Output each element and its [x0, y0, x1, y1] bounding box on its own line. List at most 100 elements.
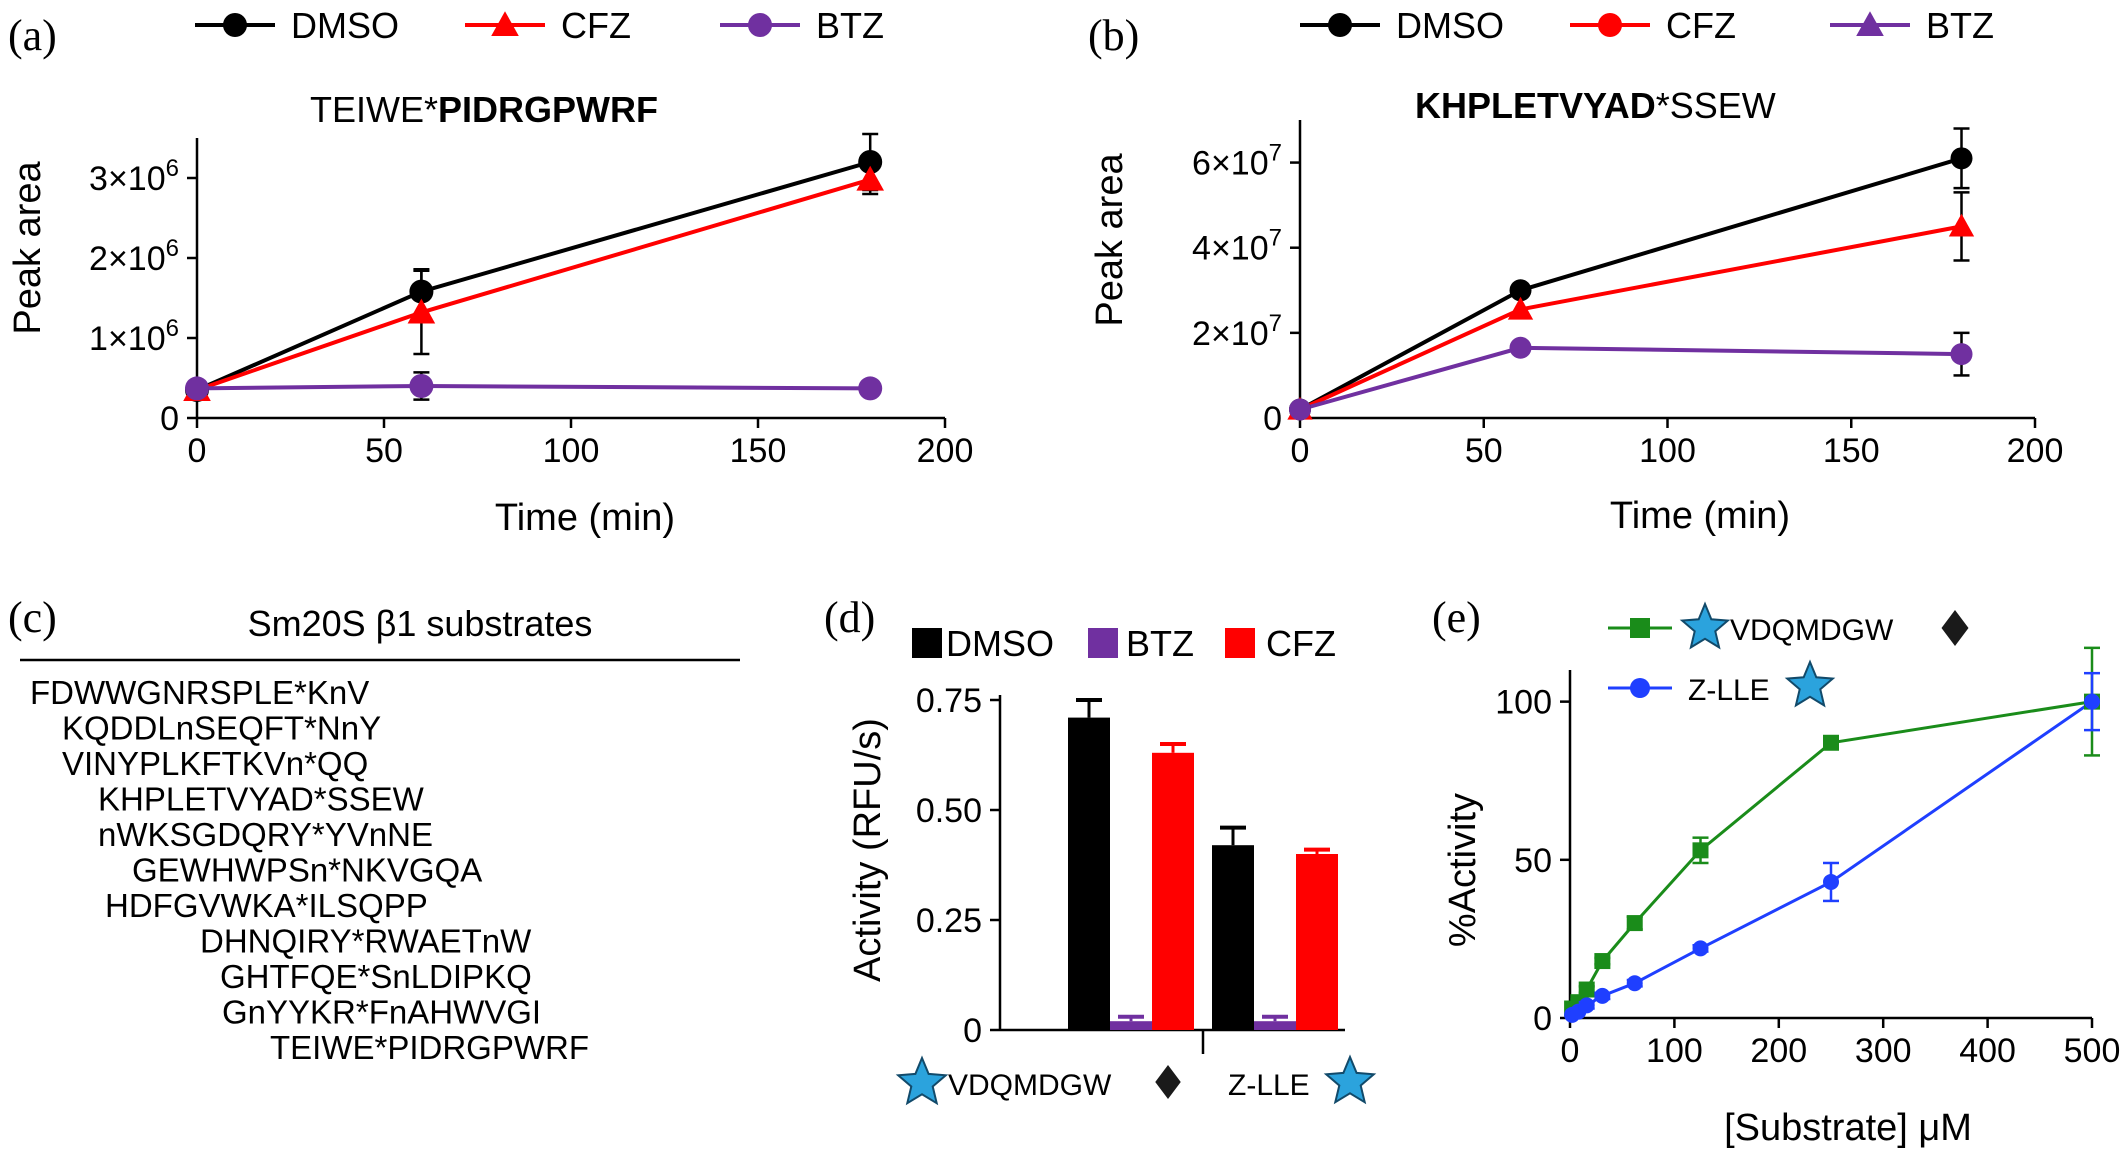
panel-b: (b) DMSO CFZ BTZ KHPLETVYAD*SSEW Peak area…: [1088, 5, 2063, 537]
a-y-tick-mantissa: 2×10: [89, 240, 166, 278]
d-legend-label-cfz: CFZ: [1266, 623, 1336, 664]
b-series-btz-point: [1509, 336, 1532, 359]
substrate-row: KQDDLnSEQFT*NnY: [62, 710, 381, 747]
substrate-row: GEWHWPSn*NKVGQA: [132, 852, 482, 889]
e-legend-marker-z-lle: [1630, 678, 1650, 698]
a-x-tick-label: 0: [188, 432, 207, 470]
panel-b-label: (b): [1088, 11, 1139, 60]
panel-d-legend: DMSO BTZ CFZ: [912, 623, 1336, 664]
e-x-tick-label: 200: [1750, 1032, 1807, 1070]
e-series-vdqmdgw-point: [1594, 953, 1611, 970]
e-series-z-lle-point: [1823, 873, 1839, 890]
a-x-tick-label: 150: [730, 432, 787, 470]
a-y-tick-exponent: 6: [166, 235, 179, 262]
e-series-vdqmdgw-point: [1823, 734, 1839, 751]
b-x-tick-label: 200: [2007, 432, 2064, 470]
a-y-tick-label: 1×106: [89, 315, 179, 358]
e-legend-diamond-icon: [1941, 610, 1969, 646]
a-legend-marker-btz: [748, 13, 772, 37]
panel-c: (c) Sm20S β1 substrates FDWWGNRSPLE*KnVK…: [8, 593, 740, 1066]
panel-c-label: (c): [8, 593, 57, 642]
panel-a-label: (a): [8, 11, 57, 60]
panel-d-label: (d): [824, 593, 875, 642]
d-category-label-vdqmdgw: VDQMDGW: [948, 1069, 1112, 1102]
e-series-z-lle-point: [1578, 997, 1595, 1014]
b-series-dmso-point: [1509, 279, 1532, 302]
a-series-btz-line: [196, 383, 871, 391]
substrate-row: DHNQIRY*RWAETnW: [200, 923, 532, 960]
b-y-tick-label: 2×107: [1192, 310, 1282, 353]
a-series-btz-point: [858, 376, 883, 401]
panel-d-ylabel: Activity (RFU/s): [847, 718, 889, 982]
b-y-tick-mantissa: 4×10: [1192, 230, 1269, 268]
e-x-tick-label: 300: [1855, 1032, 1912, 1070]
e-legend-marker-vdqmdgw: [1630, 618, 1650, 638]
panel-c-title: Sm20S β1 substrates: [248, 603, 593, 644]
b-x-tick-label: 100: [1639, 432, 1696, 470]
e-x-tick-label: 100: [1646, 1032, 1703, 1070]
substrate-row: KHPLETVYAD*SSEW: [98, 781, 425, 818]
a-y-tick-mantissa: 0: [160, 400, 179, 438]
b-series-cfz-point: [1507, 296, 1534, 320]
a-series-btz-point: [185, 376, 209, 401]
e-series-z-lle-point: [1626, 975, 1643, 992]
a-y-tick-mantissa: 1×10: [89, 320, 166, 358]
b-legend-label-btz: BTZ: [1926, 5, 1994, 46]
a-x-tick-label: 200: [917, 432, 974, 470]
e-series-z-lle-point: [1692, 940, 1709, 957]
d-bar-cfz-z-lle: [1296, 854, 1338, 1030]
e-series-vdqmdgw-point: [1626, 915, 1643, 932]
d-legend-swatch-btz: [1088, 628, 1118, 658]
b-x-tick-label: 0: [1291, 432, 1310, 470]
b-y-tick-exponent: 7: [1269, 310, 1282, 337]
a-y-tick-label: 0: [160, 400, 179, 438]
panel-a-title-plain: TEIWE*: [310, 89, 438, 130]
e-series-z-lle-point: [1594, 987, 1611, 1004]
e-x-tick-label: 500: [2064, 1032, 2121, 1070]
substrate-row: TEIWE*PIDRGPWRF: [270, 1029, 589, 1066]
panel-e: (e) VDQMDGW Z-LLE %Activity [Substrate] μ…: [1432, 593, 2120, 1149]
a-legend-marker-dmso: [223, 13, 247, 37]
panel-b-ylabel: Peak area: [1089, 153, 1131, 327]
b-y-tick-exponent: 7: [1269, 140, 1282, 167]
panel-c-substrate-list: FDWWGNRSPLE*KnVKQDDLnSEQFT*NnYVINYPLKFTK…: [30, 674, 589, 1066]
panel-b-title-plain: *SSEW: [1656, 85, 1776, 126]
b-legend-label-dmso: DMSO: [1396, 5, 1504, 46]
panel-a-legend: DMSO CFZ BTZ: [195, 5, 884, 46]
d-y-tick-label: 0.50: [916, 792, 982, 830]
e-y-tick-label: 50: [1514, 842, 1552, 880]
substrate-row: GHTFQE*SnLDIPKQ: [220, 958, 532, 995]
b-series-dmso-line: [1299, 156, 1963, 412]
b-x-tick-label: 50: [1465, 432, 1503, 470]
d-y-tick-label: 0.75: [916, 682, 982, 720]
e-y-tick-label: 0: [1533, 1000, 1552, 1038]
b-series-dmso-point: [1950, 147, 1973, 170]
b-series-btz-point: [1950, 343, 1973, 366]
a-legend-marker-cfz: [491, 11, 519, 37]
e-legend-label-vdqmdgw: VDQMDGW: [1730, 614, 1894, 647]
e-legend-label-z-lle: Z-LLE: [1688, 674, 1770, 707]
d-legend-swatch-dmso: [912, 628, 942, 658]
panel-b-title-bold: KHPLETVYAD: [1415, 85, 1656, 126]
b-series-btz-point: [1289, 398, 1311, 421]
panel-d-plot: 0 0.25 0.50 0.75 VDQMDGW Z-LLE: [895, 682, 1377, 1106]
a-series-cfz-line: [196, 177, 871, 392]
d-category-star-icon: [1323, 1054, 1377, 1105]
substrate-row: HDFGVWKA*ILSQPP: [105, 887, 428, 924]
b-y-tick-label: 0: [1263, 400, 1282, 438]
d-bar-dmso-vdqmdgw: [1068, 717, 1110, 1030]
panel-b-xlabel: Time (min): [1610, 495, 1790, 537]
e-x-tick-label: 400: [1959, 1032, 2016, 1070]
b-y-tick-label: 4×107: [1192, 225, 1282, 268]
b-legend-marker-btz: [1856, 11, 1884, 37]
e-legend-star-icon: [1784, 659, 1836, 708]
a-series-cfz-point: [856, 165, 884, 191]
b-y-tick-mantissa: 6×10: [1192, 145, 1269, 183]
b-y-tick-mantissa: 2×10: [1192, 315, 1269, 353]
panel-a-ylabel: Peak area: [7, 161, 49, 335]
panel-e-plot: 0 100 200 300 400 500 0 50 100: [1495, 646, 2121, 1070]
d-y-tick-label: 0: [963, 1012, 982, 1050]
